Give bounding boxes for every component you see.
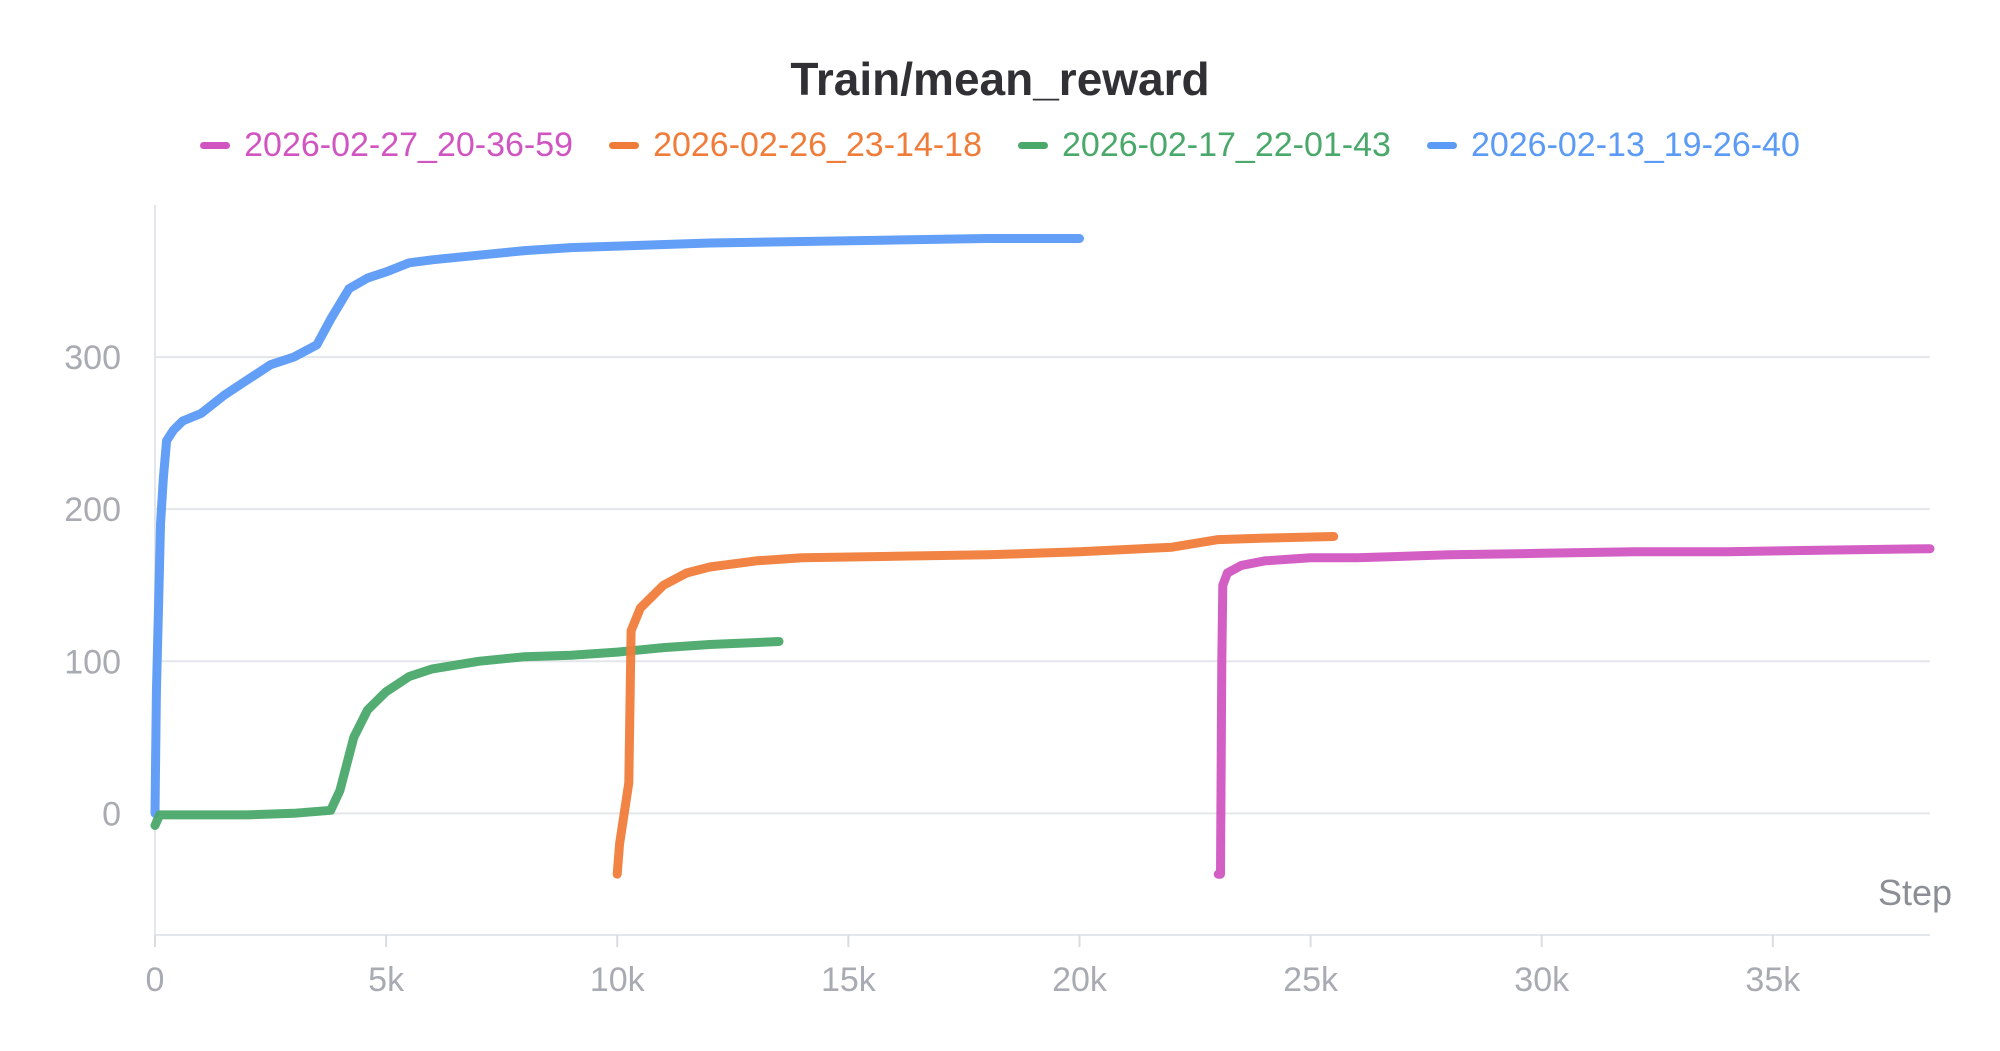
legend-label: 2026-02-26_23-14-18 [653,126,982,164]
legend-item[interactable]: 2026-02-27_20-36-59 [200,126,573,165]
y-tick-label: 100 [64,643,121,681]
legend: 2026-02-27_20-36-59 2026-02-26_23-14-18 20… [0,126,2000,165]
series-line [150,234,1084,818]
legend-item[interactable]: 2026-02-17_22-01-43 [1018,126,1391,165]
chart-title: Train/mean_reward [790,53,1210,105]
y-tick-label: 0 [102,795,121,833]
legend-swatch [200,142,231,149]
legend-label: 2026-02-17_22-01-43 [1062,126,1391,164]
x-tick-label: 20k [1052,961,1108,999]
x-tick-label: 25k [1283,961,1339,999]
legend-swatch [1018,142,1048,149]
series-line [150,637,784,830]
legend-item[interactable]: 2026-02-13_19-26-40 [1426,126,1800,165]
x-tick-label: 30k [1514,961,1570,999]
y-tick-label: 300 [64,339,121,377]
x-tick-label: 5k [368,961,405,999]
x-tick-label: 0 [146,961,165,999]
x-tick-label: 10k [590,961,646,999]
legend-item[interactable]: 2026-02-26_23-14-18 [609,126,982,165]
y-tick-label: 200 [64,491,121,529]
x-axis-title: Step [1878,872,1952,913]
legend-label: 2026-02-27_20-36-59 [244,126,574,164]
x-tick-label: 15k [821,961,877,999]
series-line [1213,544,1935,879]
series-line [612,532,1339,879]
legend-swatch [609,142,640,149]
legend-swatch [1426,142,1457,149]
x-tick-label: 35k [1745,961,1801,999]
legend-label: 2026-02-13_19-26-40 [1470,126,1800,164]
